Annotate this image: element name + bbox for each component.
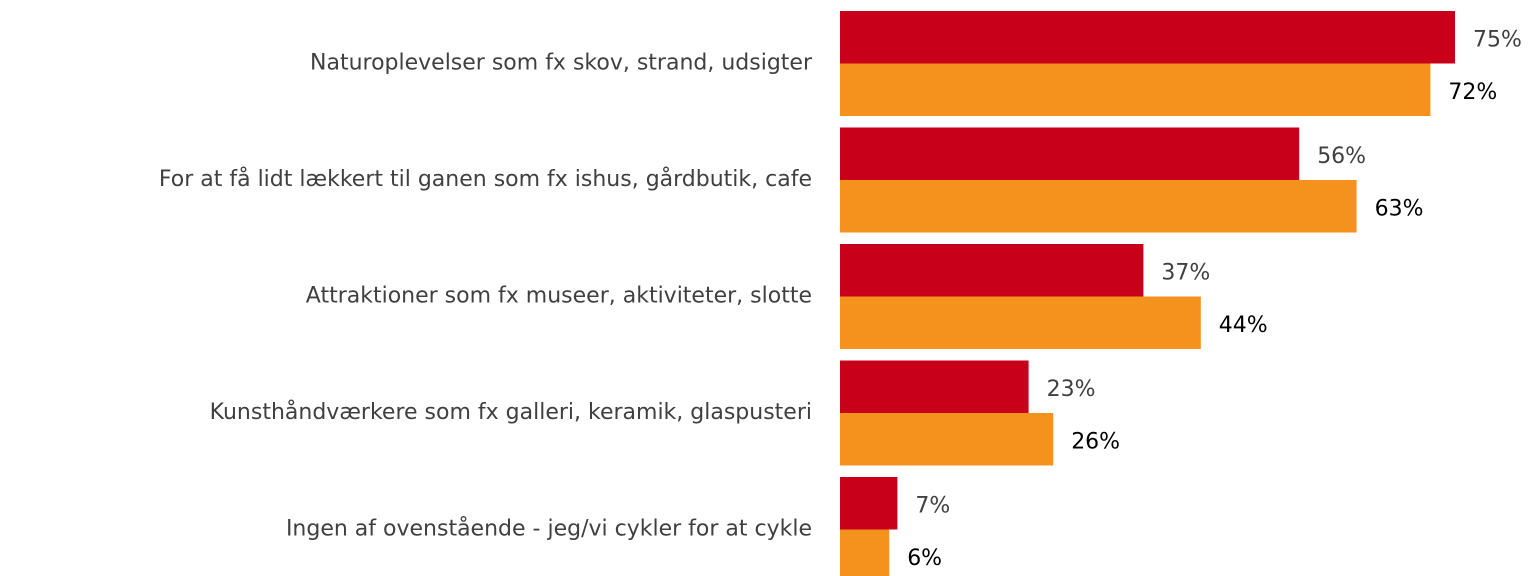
category-label: Naturoplevelser som fx skov, strand, uds… <box>310 51 813 76</box>
bar <box>840 413 1054 466</box>
bar <box>840 244 1144 297</box>
value-label: 44% <box>1219 313 1268 338</box>
value-label: 7% <box>915 493 950 518</box>
bar <box>840 529 890 576</box>
bar <box>840 127 1300 180</box>
value-label: 56% <box>1317 144 1366 169</box>
category-label: Kunsthåndværkere som fx galleri, keramik… <box>210 399 812 425</box>
value-label: 6% <box>907 546 942 571</box>
bar <box>840 477 898 530</box>
bar <box>840 11 1455 64</box>
value-label: 26% <box>1071 429 1120 454</box>
bar <box>840 63 1431 116</box>
bar <box>840 360 1029 413</box>
category-label: For at få lidt lækkert til ganen som fx … <box>159 166 812 192</box>
bar <box>840 180 1357 233</box>
value-label: 72% <box>1448 80 1497 105</box>
value-label: 23% <box>1047 377 1096 402</box>
value-label: 75% <box>1473 27 1522 52</box>
value-label: 37% <box>1161 260 1210 285</box>
value-label: 63% <box>1375 196 1424 221</box>
bar <box>840 296 1201 349</box>
category-label: Attraktioner som fx museer, aktiviteter,… <box>306 284 812 309</box>
category-label: Ingen af ovenstående - jeg/vi cykler for… <box>286 516 812 542</box>
